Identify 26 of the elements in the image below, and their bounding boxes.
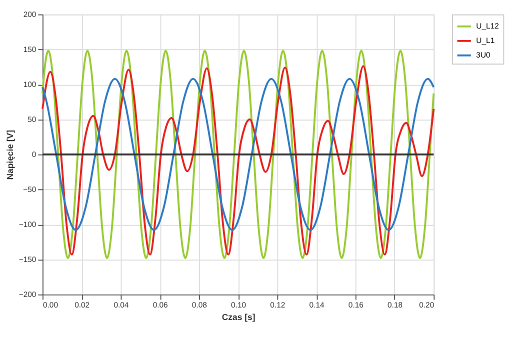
x-tick-label: 0.00 bbox=[42, 300, 58, 310]
y-tick-label: −200 bbox=[18, 290, 36, 299]
y-tick-label: 200 bbox=[23, 10, 36, 19]
y-tick-label: −100 bbox=[18, 220, 36, 229]
y-tick-label: 50 bbox=[28, 114, 36, 124]
legend-label: 3U0 bbox=[476, 50, 490, 60]
x-tick-label: 0.08 bbox=[192, 300, 207, 310]
y-tick-label: −150 bbox=[18, 254, 36, 264]
x-tick-label: 0.18 bbox=[388, 300, 403, 310]
legend-label: U_L1 bbox=[476, 36, 495, 45]
legend-label: U_L12 bbox=[476, 21, 499, 30]
x-tick-label: 0.06 bbox=[152, 300, 168, 310]
line-series bbox=[42, 78, 435, 231]
x-tick-label: 0.20 bbox=[419, 300, 434, 310]
y-tick-label: 0 bbox=[32, 150, 36, 159]
x-tick-label: 0.16 bbox=[348, 300, 364, 310]
x-tick-label: 0.04 bbox=[114, 300, 130, 310]
y-tick-label: −50 bbox=[23, 184, 36, 194]
x-tick-label: 0.10 bbox=[231, 300, 246, 310]
x-tick-label: 0.14 bbox=[309, 300, 326, 310]
x-tick-label: 0.02 bbox=[74, 300, 90, 310]
y-tick-label: 150 bbox=[23, 44, 36, 54]
x-axis-title: Czas [s] bbox=[222, 312, 256, 322]
y-axis-title: Napięcie [V] bbox=[5, 130, 16, 180]
y-tick-label: 100 bbox=[23, 80, 36, 89]
x-tick-label: 0.12 bbox=[270, 300, 286, 310]
